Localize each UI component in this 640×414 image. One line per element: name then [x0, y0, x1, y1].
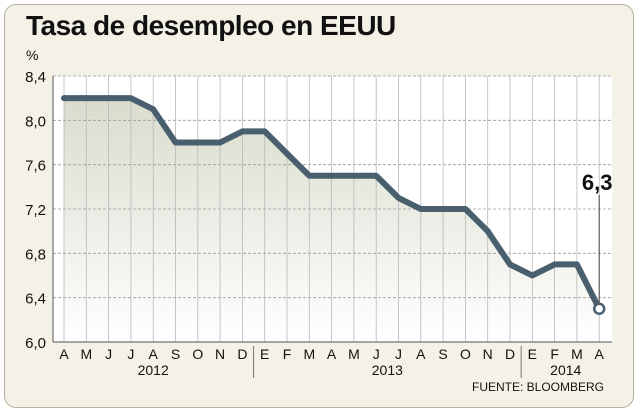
data-point: [285, 152, 289, 156]
x-tick-label: J: [105, 346, 112, 362]
x-tick-label: M: [571, 346, 583, 362]
y-tick-label: 6,4: [25, 291, 46, 308]
year-label: 2013: [372, 362, 403, 378]
x-tick-label: S: [171, 346, 180, 362]
x-tick-label: N: [483, 346, 493, 362]
data-point: [107, 96, 111, 100]
data-point: [575, 262, 579, 266]
x-tick-label: O: [460, 346, 471, 362]
year-label: 2014: [550, 362, 581, 378]
data-point: [419, 207, 423, 211]
data-point: [240, 129, 244, 133]
data-point: [84, 96, 88, 100]
data-point: [441, 207, 445, 211]
data-point: [330, 174, 334, 178]
data-point: [486, 229, 490, 233]
y-tick-label: 8,0: [25, 113, 46, 130]
x-tick-label: J: [127, 346, 134, 362]
source-note: FUENTE: BLOOMBERG: [472, 380, 605, 394]
x-tick-label: S: [438, 346, 447, 362]
data-point: [218, 141, 222, 144]
y-tick-label: 6,8: [25, 246, 46, 263]
x-tick-label: F: [550, 346, 559, 362]
annotation-label: 6,3: [582, 170, 613, 195]
x-tick-label: E: [528, 346, 537, 362]
x-tick-label: A: [416, 346, 426, 362]
data-point: [553, 262, 557, 266]
x-tick-label: A: [149, 346, 159, 362]
data-point: [463, 207, 467, 211]
x-tick-label: O: [192, 346, 203, 362]
x-tick-label: A: [595, 346, 605, 362]
chart-title: Tasa de desempleo en EEUU: [26, 10, 396, 41]
x-tick-label: D: [505, 346, 515, 362]
x-tick-label: N: [215, 346, 225, 362]
x-tick-label: D: [237, 346, 247, 362]
x-tick-label: E: [260, 346, 269, 362]
data-point: [374, 174, 378, 178]
data-point: [174, 141, 177, 144]
data-point: [508, 262, 512, 266]
data-point: [397, 196, 400, 200]
y-tick-label: 6,0: [25, 335, 46, 352]
last-data-point-marker: [592, 302, 606, 315]
data-point: [530, 274, 534, 277]
data-point: [352, 174, 356, 178]
data-point: [196, 141, 200, 144]
x-tick-label: M: [303, 346, 315, 362]
data-point: [307, 174, 311, 178]
data-point: [62, 96, 66, 100]
y-tick-label: 7,6: [25, 158, 46, 175]
data-point: [151, 107, 155, 111]
x-tick-label: M: [348, 346, 360, 362]
data-point: [263, 129, 267, 133]
y-tick-label: 7,2: [25, 202, 46, 219]
x-tick-label: F: [283, 346, 292, 362]
y-axis-unit: %: [26, 47, 38, 63]
data-point: [129, 96, 133, 100]
y-tick-label: 8,4: [25, 69, 46, 86]
x-tick-label: M: [80, 346, 92, 362]
x-tick-label: A: [327, 346, 337, 362]
x-tick-label: J: [395, 346, 402, 362]
year-label: 2012: [138, 362, 169, 378]
x-tick-label: A: [59, 346, 69, 362]
x-tick-label: J: [373, 346, 380, 362]
